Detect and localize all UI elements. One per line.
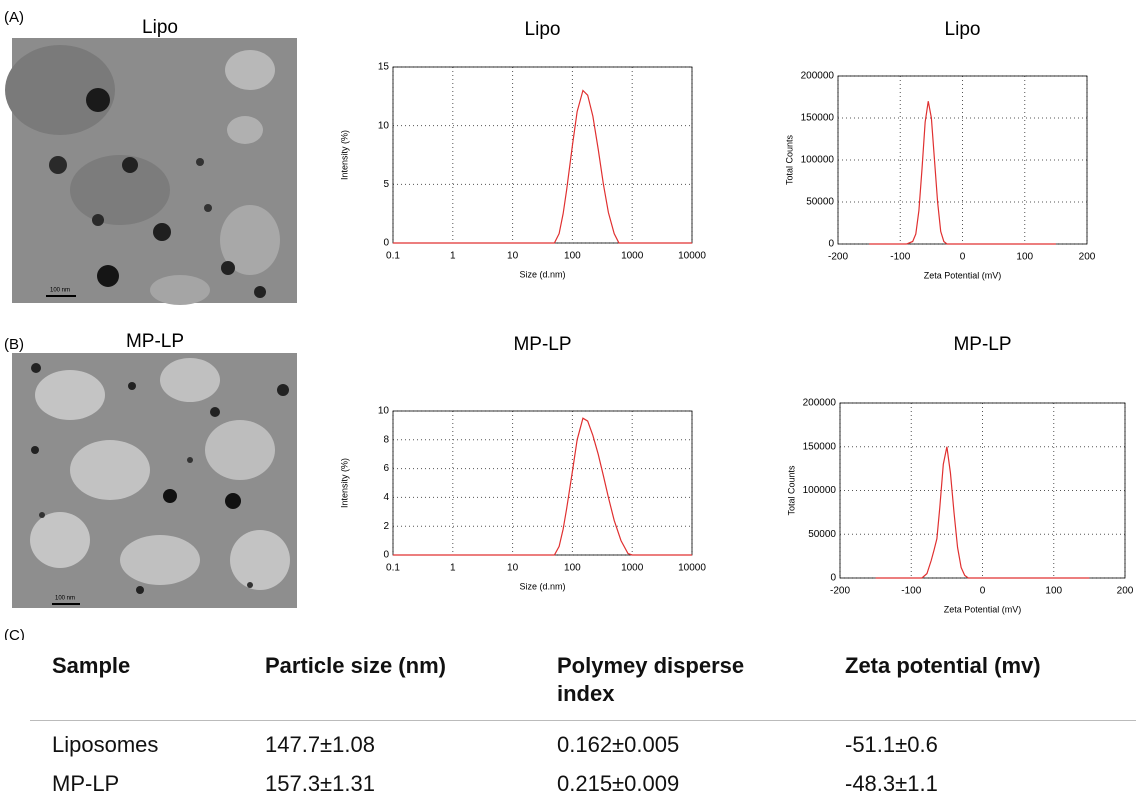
chart-title: MP-LP [953,334,1011,355]
y-tick-label: 10 [378,120,390,131]
y-tick-label: 0 [828,239,834,250]
chart-title: Lipo [945,19,981,40]
y-tick-label: 50000 [806,197,834,208]
x-tick-label: 1 [450,563,456,574]
x-tick-label: 10 [507,251,519,262]
x-axis-label: Zeta Potential (mV) [944,604,1022,614]
table-cell: 147.7±1.08 [265,732,375,757]
image-title: MP-LP [126,331,184,352]
y-tick-label: 200000 [801,71,835,82]
y-tick-label: 100000 [801,155,835,166]
y-tick-label: 0 [830,573,836,584]
x-tick-label: 10000 [678,251,706,262]
x-tick-label: 0 [980,586,986,597]
x-tick-label: -200 [830,586,850,597]
data-line [869,101,1056,245]
x-tick-label: -200 [828,252,848,263]
plot-frame [392,66,693,244]
y-tick-label: 5 [383,179,389,190]
chart: Lipo 0 5 10 15 0.1 1 10 100 1000 10000 Size (d.nm) I… [339,19,706,279]
table-cell: MP-LP [52,771,120,796]
panel-label: (B) [4,336,24,353]
y-tick-label: 0 [383,550,389,561]
x-tick-label: 200 [1079,252,1096,263]
x-tick-label: -100 [901,586,921,597]
x-tick-label: 0.1 [386,251,400,262]
table-cell: 0.215±0.009 [557,771,680,796]
y-tick-label: 15 [378,62,390,73]
table-header: Zeta potential (mv) [845,653,1041,678]
figure: (A) (B) (C) Lipo MP-LP 100 nm [4,9,1134,640]
data-line [393,89,692,244]
y-tick-label: 0 [383,238,389,249]
table-header: Sample [52,653,131,678]
y-tick-label: 2 [383,521,389,532]
x-tick-label: 10 [507,563,519,574]
x-tick-label: 0.1 [386,563,400,574]
tem-image: 100 nm [5,38,297,305]
y-tick-label: 6 [383,463,389,474]
x-axis-label: Size (d.nm) [519,581,565,591]
x-axis-label: Zeta Potential (mV) [924,270,1002,280]
table-header: Polymey disperse index [557,653,745,706]
y-tick-label: 100000 [803,485,837,496]
panel-label: (C) [4,627,25,640]
x-tick-label: 100 [564,563,581,574]
x-tick-label: 1000 [621,251,644,262]
x-tick-label: -100 [890,252,910,263]
table-cell: Liposomes [52,732,159,757]
table-cell: 0.162±0.005 [557,732,680,757]
y-axis-label: Intensity (%) [339,130,349,180]
x-axis-label: Size (d.nm) [519,269,565,279]
x-tick-label: 100 [1016,252,1033,263]
x-tick-label: 100 [564,251,581,262]
chart-title: Lipo [525,19,561,40]
y-tick-label: 150000 [801,113,835,124]
x-tick-label: 10000 [678,563,706,574]
x-tick-label: 200 [1117,586,1134,597]
scale-bar-label: 100 nm [50,288,70,294]
x-tick-label: 1 [450,251,456,262]
y-tick-label: 150000 [803,441,837,452]
table-rule [30,720,1136,721]
y-axis-label: Intensity (%) [339,458,349,508]
table-cell: -48.3±1.1 [845,771,938,796]
data-line [875,446,1090,579]
x-tick-label: 1000 [621,563,644,574]
y-tick-label: 4 [383,492,389,503]
scale-bar-label: 100 nm [55,596,75,602]
y-tick-label: 200000 [803,398,837,409]
table-cell: 157.3±1.31 [265,771,375,796]
image-title: Lipo [142,17,178,38]
y-axis-label: Total Counts [784,134,794,185]
y-axis-label: Total Counts [786,465,796,516]
x-tick-label: 100 [1045,586,1062,597]
y-tick-label: 50000 [808,529,836,540]
y-tick-label: 10 [378,406,390,417]
chart: MP-LP 0 2 4 6 8 10 0.1 1 10 100 1000 10000 Size (d.nm… [339,334,706,591]
plot-frame [392,410,693,556]
x-tick-label: 0 [960,252,966,263]
chart: MP-LP 0 50000 100000 150000 200000 -200 -100 0 10… [786,334,1133,614]
table-cell: -51.1±0.6 [845,732,938,757]
data-line [393,417,692,556]
chart-title: MP-LP [513,334,571,355]
chart: Lipo 0 50000 100000 150000 200000 -200 -100 0 100… [784,19,1095,280]
tem-image: 100 nm [12,353,297,608]
panel-label: (A) [4,9,24,26]
y-tick-label: 8 [383,434,389,445]
table-header: Particle size (nm) [265,653,446,678]
